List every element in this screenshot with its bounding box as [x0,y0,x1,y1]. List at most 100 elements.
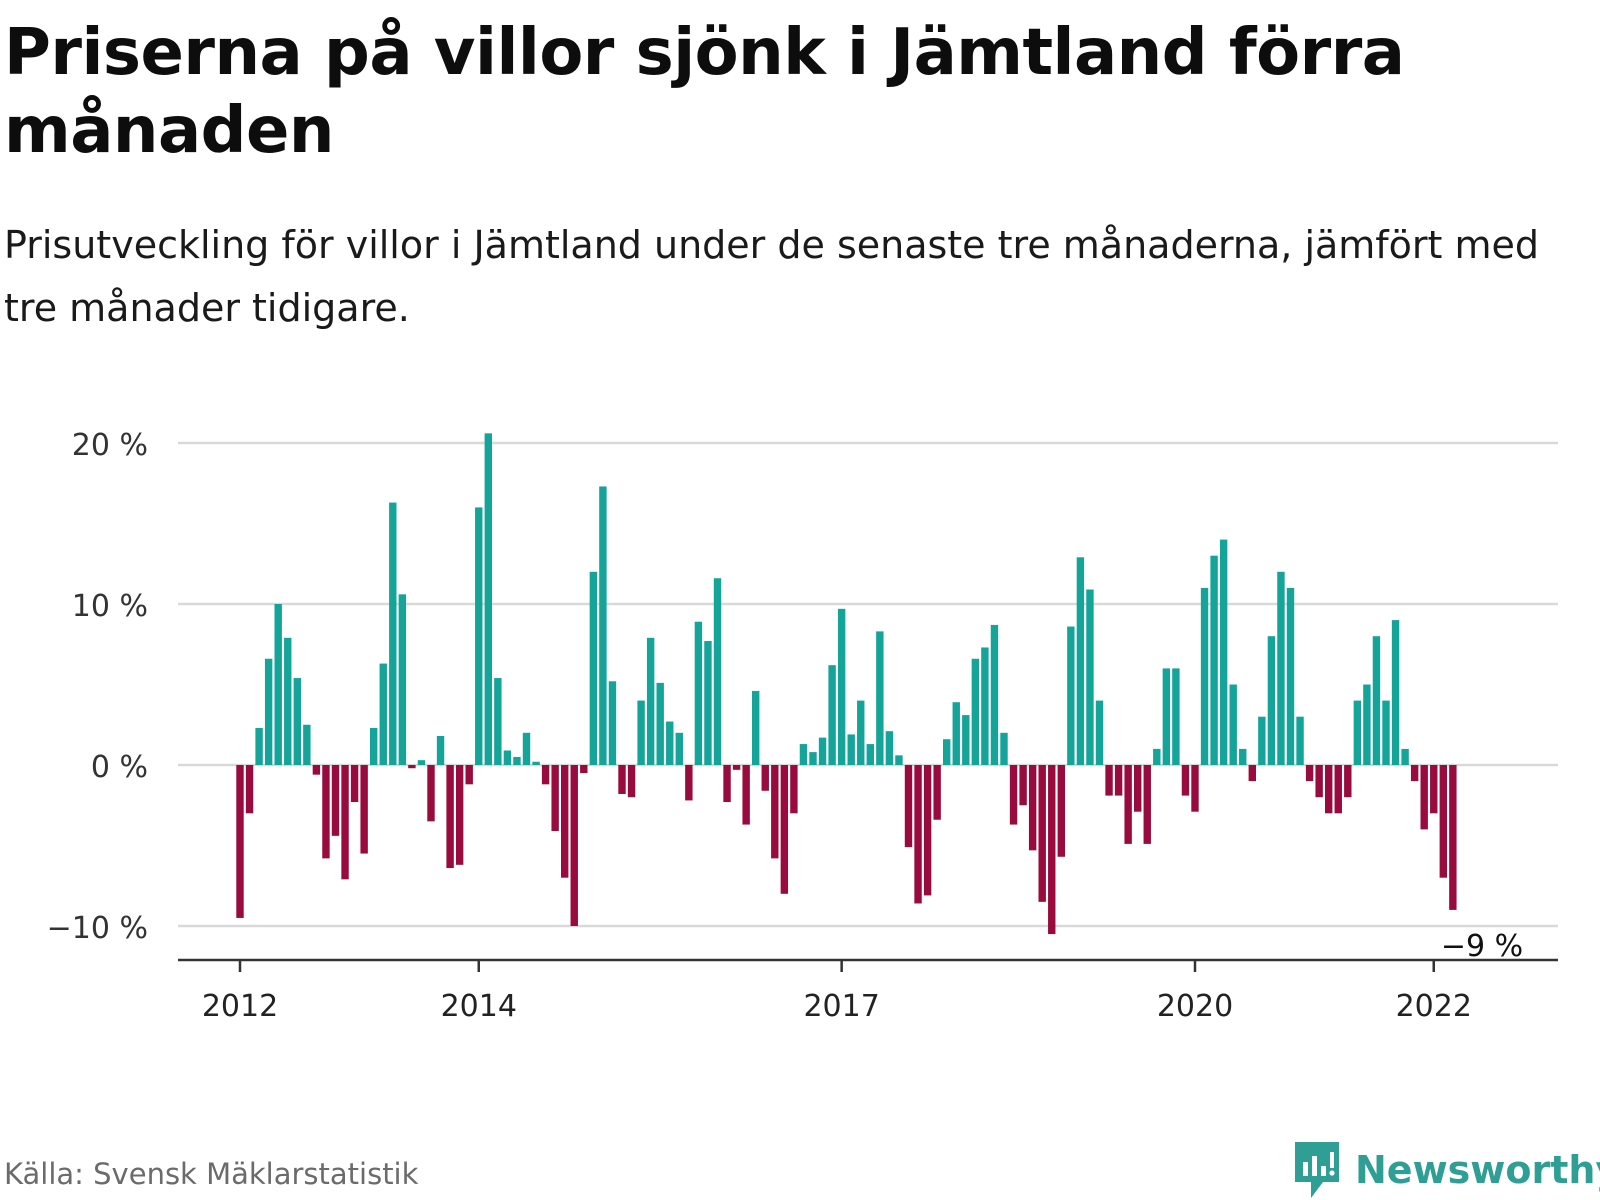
bar [694,621,703,765]
bar [1239,748,1247,765]
bar [541,765,550,785]
bar [1410,765,1419,782]
chart-title: Priserna på villor sjönk i Jämtland förr… [4,16,1405,168]
bar [370,727,378,765]
bar [732,765,741,770]
x-tick-label: 2012 [202,989,278,1024]
bar [561,765,569,878]
bar [685,765,693,801]
bar [1248,765,1256,782]
bar [1134,765,1142,812]
bar [1344,765,1352,798]
bar [1210,555,1218,765]
bar [790,765,798,814]
bar [1439,765,1447,878]
bar [618,765,626,794]
bar [1114,765,1123,796]
bar [446,765,454,869]
bar [752,690,760,765]
bar [1430,765,1438,814]
last-value-annotation: −9 % [1441,929,1523,964]
bar [389,502,397,765]
bar [761,765,769,791]
bar [1191,765,1199,812]
chart-subtitle: Prisutveckling för villor i Jämtland und… [4,223,1540,330]
bar [1009,765,1018,825]
bar [971,658,980,765]
bar [1315,765,1323,798]
bar [264,658,273,765]
bar [475,507,483,765]
bar [675,732,683,765]
bar [962,715,970,765]
bar [1172,668,1180,765]
bar [417,760,426,765]
bar [455,765,464,865]
bar [1305,765,1314,782]
bar [350,765,359,803]
brand[interactable]: Newsworthy [1293,1140,1600,1200]
bar [723,765,731,803]
bar [666,721,674,765]
bars [236,433,1457,935]
bar [1057,765,1065,857]
bar [771,765,779,859]
bar [1420,765,1428,830]
bar [895,755,903,765]
bar [236,765,244,918]
bar [904,765,913,848]
bar [876,631,884,765]
bar [1038,765,1046,902]
bar [284,637,292,765]
bar [1067,626,1075,765]
y-tick-label: −10 % [47,911,148,946]
bar [427,765,435,822]
bar [484,433,492,765]
bar [1277,571,1285,765]
bar [799,744,808,765]
bar [818,737,827,765]
bar [360,765,368,854]
bar [303,724,311,765]
bar [331,765,340,836]
bar [1382,700,1390,765]
bar [551,765,559,832]
newsworthy-logo-icon [1295,1142,1339,1198]
bar [742,765,750,825]
bar [1325,765,1333,814]
bar [255,727,263,765]
bar [809,752,817,765]
bar [1181,765,1190,796]
bar [637,700,645,765]
bar [408,765,416,769]
bar [780,765,789,894]
bar [857,700,865,765]
bar [1086,589,1094,765]
bar [713,578,722,765]
bar [704,641,712,765]
bar [465,765,473,785]
bar [866,744,874,765]
bar [1229,684,1237,765]
bar [322,765,330,859]
source-credit: Källa: Svensk Mäklarstatistik [4,1157,419,1191]
brand-name: Newsworthy [1355,1148,1600,1192]
bar-chart: 20 % 10 % 0 % −10 % 2012 2014 2017 2020 2022 −9 % [47,428,1558,1024]
bar [1267,636,1276,765]
bar [923,765,932,896]
bar [1401,748,1409,765]
y-tick-label: 20 % [72,428,148,463]
bar [245,765,254,814]
bar [1162,668,1171,765]
bar [513,756,521,765]
bar [828,665,836,765]
bar [379,663,387,765]
axes: 20 % 10 % 0 % −10 % 2012 2014 2017 2020 2022 −9 % [47,428,1558,1024]
bar [312,765,321,775]
bar [1076,557,1085,765]
bar [952,702,960,765]
bar [627,765,636,798]
bar [1105,765,1113,796]
bar [885,731,894,765]
bar [1449,765,1457,910]
